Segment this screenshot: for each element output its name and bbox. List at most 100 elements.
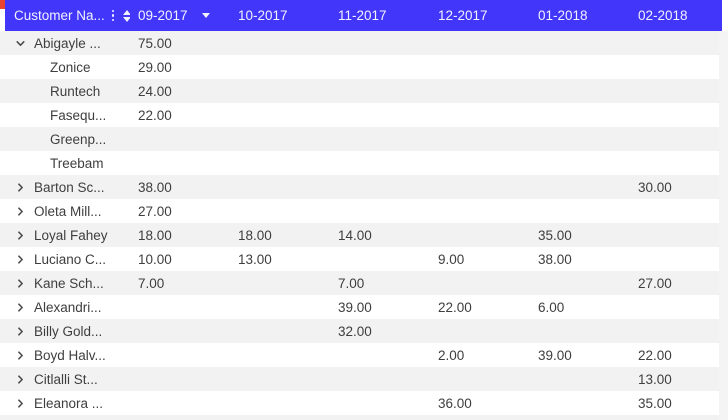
sort-toggle-icon[interactable] — [123, 9, 130, 22]
row-label: Greenp... — [50, 131, 107, 147]
row-label: Eleanora ... — [34, 395, 104, 411]
column-header-10-2017[interactable]: 10-2017 — [230, 0, 330, 31]
cell-value: 38.00 — [138, 179, 172, 195]
table-row[interactable]: Eleanora ... 36.00 35.00 — [0, 391, 728, 415]
value-cell — [230, 151, 330, 175]
row-label: Billy Gold... — [34, 323, 103, 339]
table-row[interactable]: Citlalli St... 13.00 — [0, 367, 728, 391]
value-cell: 9.00 — [430, 247, 530, 271]
value-cell — [230, 127, 330, 151]
value-cell — [330, 127, 430, 151]
value-cell: 18.00 — [230, 223, 330, 247]
row-name-cell: Loyal Fahey — [0, 223, 130, 247]
cell-value: 32.00 — [338, 323, 372, 339]
row-label: Fasequ... — [50, 107, 107, 123]
cell-value: 75.00 — [138, 35, 172, 51]
table-row[interactable]: Luciano C... 10.00 13.00 9.00 38.00 — [0, 247, 728, 271]
sort-desc-icon[interactable] — [201, 13, 210, 18]
table-row[interactable]: Runtech 24.00 — [0, 79, 728, 103]
table-row[interactable]: Alexandri... 39.00 22.00 6.00 — [0, 295, 728, 319]
expand-chevron-icon[interactable] — [14, 37, 26, 49]
expand-chevron-icon[interactable] — [14, 301, 26, 313]
expand-chevron-icon[interactable] — [14, 349, 26, 361]
value-cell — [230, 175, 330, 199]
expand-chevron-icon[interactable] — [14, 253, 26, 265]
column-header-12-2017[interactable]: 12-2017 — [430, 0, 530, 31]
value-cell — [430, 151, 530, 175]
table-row[interactable]: Oleta Mill... 27.00 — [0, 199, 728, 223]
table-row[interactable]: Boyd Halv... 2.00 39.00 22.00 — [0, 343, 728, 367]
cell-value: 10.00 — [138, 251, 172, 267]
expand-chevron-icon[interactable] — [14, 181, 26, 193]
table-row[interactable]: Treebam — [0, 151, 728, 175]
value-cell — [630, 31, 728, 55]
cell-value: 29.00 — [138, 59, 172, 75]
column-header-02-2018[interactable]: 02-2018 — [630, 0, 722, 31]
row-label: Zonice — [50, 59, 91, 75]
table-row[interactable]: Barton Sc... 38.00 30.00 — [0, 175, 728, 199]
value-cell — [530, 319, 630, 343]
value-cell — [230, 391, 330, 415]
column-header-customer-name[interactable]: Customer Na... — [5, 0, 130, 31]
table-row[interactable]: Greenp... — [0, 127, 728, 151]
row-label: Oleta Mill... — [34, 203, 102, 219]
column-header-01-2018[interactable]: 01-2018 — [530, 0, 630, 31]
row-name-cell: Fasequ... — [0, 103, 130, 127]
expand-chevron-icon[interactable] — [14, 325, 26, 337]
column-header-11-2017[interactable]: 11-2017 — [330, 0, 430, 31]
cell-value: 36.00 — [438, 395, 472, 411]
row-name-cell: Luciano C... — [0, 247, 130, 271]
value-cell — [130, 319, 230, 343]
row-name-cell: Oleta Mill... — [0, 199, 130, 223]
value-cell — [530, 103, 630, 127]
table-row[interactable]: Abigayle ... 75.00 — [0, 31, 728, 55]
value-cell: 7.00 — [130, 271, 230, 295]
value-cell — [330, 343, 430, 367]
value-cell: 22.00 — [630, 343, 728, 367]
value-cell — [430, 319, 530, 343]
partial-row — [0, 415, 728, 420]
row-label: Alexandri... — [34, 299, 102, 315]
row-label: Barton Sc... — [34, 179, 105, 195]
row-name-cell: Treebam — [0, 151, 130, 175]
value-cell — [330, 367, 430, 391]
value-cell — [530, 175, 630, 199]
expand-chevron-icon[interactable] — [14, 277, 26, 289]
value-cell: 29.00 — [130, 55, 230, 79]
value-cell — [630, 127, 728, 151]
cell-value: 2.00 — [438, 347, 465, 363]
value-cell — [430, 79, 530, 103]
value-cell: 35.00 — [630, 391, 728, 415]
row-label: Luciano C... — [34, 251, 107, 267]
value-cell — [630, 247, 728, 271]
column-menu-icon[interactable] — [111, 9, 115, 22]
row-name-cell: Zonice — [0, 55, 130, 79]
row-name-cell: Greenp... — [0, 127, 130, 151]
expand-chevron-icon[interactable] — [14, 205, 26, 217]
cell-value: 30.00 — [638, 179, 672, 195]
value-cell — [330, 31, 430, 55]
value-cell — [230, 295, 330, 319]
row-name-cell: Barton Sc... — [0, 175, 130, 199]
value-cell — [230, 271, 330, 295]
expand-chevron-icon[interactable] — [14, 373, 26, 385]
cell-value: 22.00 — [438, 299, 472, 315]
table-row[interactable]: Billy Gold... 32.00 — [0, 319, 728, 343]
table-row[interactable]: Zonice 29.00 — [0, 55, 728, 79]
table-row[interactable]: Loyal Fahey 18.00 18.00 14.00 35.00 — [0, 223, 728, 247]
cell-value: 22.00 — [138, 107, 172, 123]
value-cell: 75.00 — [130, 31, 230, 55]
value-cell — [430, 199, 530, 223]
expand-chevron-icon[interactable] — [14, 397, 26, 409]
expand-chevron-icon[interactable] — [14, 229, 26, 241]
value-cell: 27.00 — [630, 271, 728, 295]
cell-value: 6.00 — [538, 299, 565, 315]
column-header-label: 12-2017 — [438, 8, 488, 23]
table-row[interactable]: Kane Sch... 7.00 7.00 27.00 — [0, 271, 728, 295]
value-cell — [330, 151, 430, 175]
row-label: Citlalli St... — [34, 371, 98, 387]
table-row[interactable]: Fasequ... 22.00 — [0, 103, 728, 127]
column-header-09-2017[interactable]: 09-2017 — [130, 0, 230, 31]
row-name-cell: Abigayle ... — [0, 31, 130, 55]
value-cell — [230, 103, 330, 127]
